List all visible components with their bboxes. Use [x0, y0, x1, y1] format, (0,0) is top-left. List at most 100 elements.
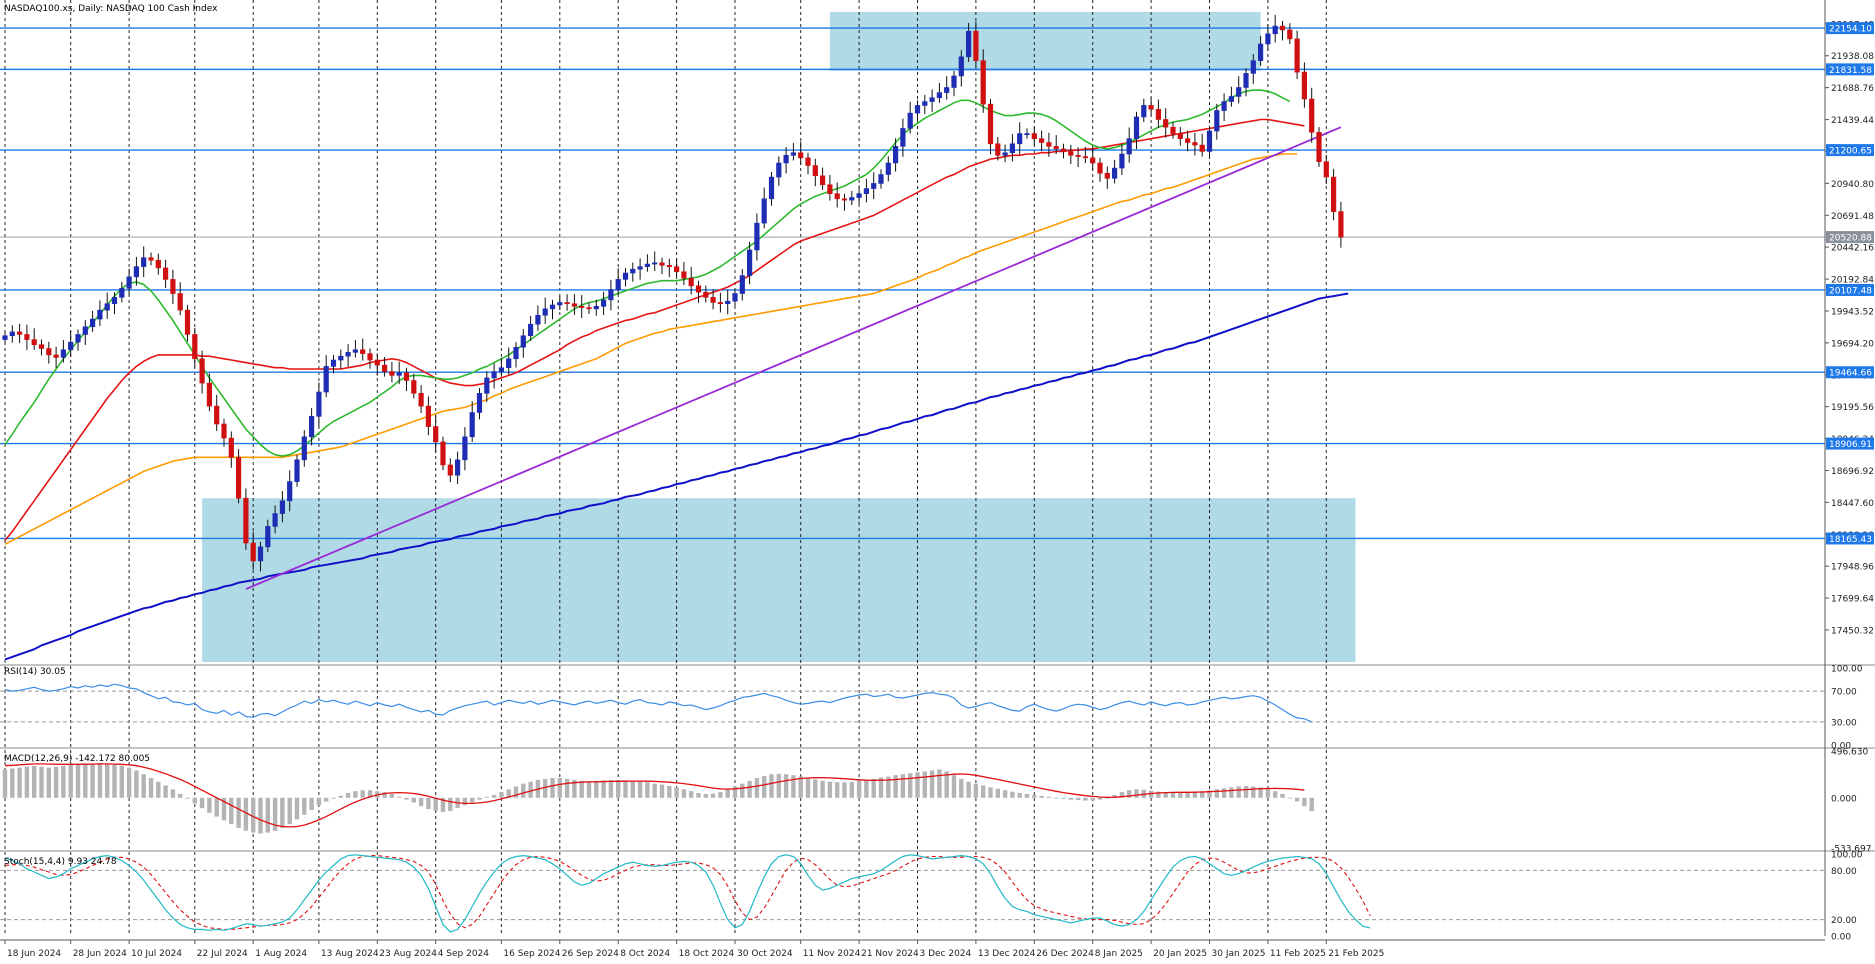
- macd-histogram-bar: [1236, 786, 1241, 798]
- candle-body: [1104, 172, 1110, 179]
- macd-histogram-bar: [68, 764, 73, 798]
- price-level-tag: [1826, 366, 1874, 379]
- trendline[interactable]: [245, 126, 1342, 590]
- candle-body: [1323, 161, 1329, 178]
- trendline-layer[interactable]: [245, 126, 1342, 590]
- price-level-tag: [1826, 144, 1874, 157]
- macd-histogram-bar: [156, 781, 161, 798]
- macd-histogram-bar: [579, 780, 584, 798]
- candle-body: [1060, 148, 1067, 152]
- macd-histogram-bar: [696, 793, 701, 798]
- macd-histogram-bar: [499, 792, 504, 798]
- macd-histogram-bar: [959, 778, 964, 798]
- macd-histogram-bar: [272, 797, 278, 831]
- candle-body: [148, 257, 154, 261]
- price-tick-label: 17699.64: [1831, 595, 1874, 605]
- candle-body: [965, 30, 972, 58]
- candle-body: [184, 309, 191, 335]
- candle-body: [746, 249, 753, 276]
- macd-histogram-bar: [1273, 791, 1278, 798]
- candle-body: [53, 354, 59, 358]
- candle-body: [1258, 43, 1264, 61]
- macd-histogram-bar: [207, 797, 212, 813]
- candle-body: [1155, 108, 1161, 120]
- candle-body: [812, 165, 818, 177]
- candle-body: [97, 309, 103, 320]
- candle-body: [1279, 25, 1286, 31]
- macd-histogram-bar: [966, 781, 971, 798]
- candle-body: [447, 464, 453, 476]
- macd-histogram-bar: [397, 796, 402, 798]
- candle-body: [425, 405, 432, 427]
- candle-body: [104, 303, 110, 311]
- candle-body: [403, 372, 410, 381]
- candle-body: [535, 314, 541, 325]
- macd-histogram-bar: [798, 776, 803, 798]
- candle-body: [352, 349, 359, 353]
- candle-body: [462, 436, 468, 461]
- macd-histogram-bar: [39, 766, 44, 798]
- macd-histogram-bar: [1054, 797, 1059, 799]
- macd-histogram-bar: [827, 781, 833, 798]
- macd-histogram-bar: [586, 781, 592, 798]
- time-tick-label: 1 Aug 2024: [255, 949, 307, 959]
- macd-histogram-bar: [1229, 787, 1234, 798]
- current-price-tag-label: 20520.88: [1829, 234, 1872, 244]
- price-level-tag: [1826, 63, 1874, 76]
- candle-body: [396, 372, 402, 376]
- macd-histogram-bar: [1280, 793, 1285, 798]
- candle-body: [1024, 133, 1030, 136]
- macd-histogram-bar: [338, 795, 343, 798]
- time-tick-label: 26 Sep 2024: [562, 949, 619, 959]
- macd-histogram-bar: [572, 779, 577, 798]
- macd-histogram-bar: [783, 774, 789, 798]
- macd-histogram-bar: [112, 764, 117, 798]
- macd-histogram-bar: [937, 769, 942, 798]
- candle-body: [914, 105, 921, 114]
- macd-histogram-bar: [835, 782, 840, 798]
- macd-histogram-bar: [477, 797, 482, 800]
- candles-layer: [2, 14, 1344, 572]
- macd-histogram-bar: [645, 782, 650, 798]
- candle-body: [666, 265, 672, 267]
- macd-histogram-bar: [762, 776, 767, 798]
- macd-histogram-bar: [17, 767, 22, 798]
- macd-histogram-bar: [83, 763, 88, 798]
- candle-body: [754, 222, 760, 251]
- stoch-tick-label: 100.00: [1831, 851, 1863, 861]
- candle-body: [695, 285, 702, 293]
- candle-body: [170, 279, 176, 294]
- price-level-tag: [1826, 22, 1874, 35]
- time-tick-label: 21 Nov 2024: [861, 949, 919, 959]
- macd-histogram-bar: [360, 790, 365, 798]
- macd-histogram-bar: [849, 781, 854, 798]
- macd-histogram-bar: [1083, 797, 1088, 801]
- time-tick-label: 22 Jul 2024: [197, 949, 248, 959]
- macd-histogram-bar: [251, 797, 256, 833]
- sma-fast-line: [4, 89, 1291, 457]
- macd-histogram-bar: [1294, 797, 1300, 802]
- candle-body: [1017, 133, 1023, 145]
- macd-tick-label: -533.697: [1831, 845, 1871, 855]
- candle-body: [520, 335, 526, 348]
- macd-histogram-bar: [929, 770, 935, 798]
- macd-histogram-bar: [367, 790, 373, 798]
- candle-body: [111, 297, 118, 305]
- time-tick-label: 4 Sep 2024: [438, 949, 490, 959]
- macd-histogram-bar: [353, 791, 358, 798]
- candle-body: [681, 271, 687, 279]
- candle-body: [1338, 211, 1344, 238]
- candle-body: [527, 323, 534, 337]
- candle-body: [163, 267, 169, 280]
- macd-histogram-bar: [893, 775, 898, 798]
- macd-histogram-bar: [46, 767, 51, 798]
- candle-body: [1090, 157, 1096, 164]
- macd-histogram-bar: [236, 797, 241, 828]
- time-tick-label: 3 Dec 2024: [920, 949, 972, 959]
- macd-label: MACD(12,26,9) -142.172 80.005: [4, 754, 150, 764]
- macd-histogram-bar: [134, 770, 139, 798]
- stoch-tick-label: 0.00: [1831, 933, 1851, 943]
- candle-body: [381, 364, 388, 372]
- candle-body: [82, 326, 88, 335]
